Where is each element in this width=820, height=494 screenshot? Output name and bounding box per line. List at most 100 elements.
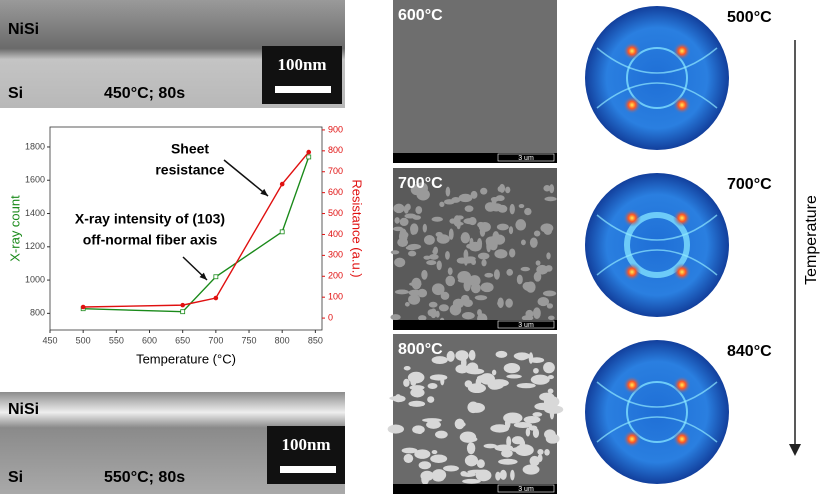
scale-bar bbox=[280, 466, 336, 473]
y-tick-label: 1000 bbox=[25, 274, 45, 284]
grain bbox=[460, 431, 476, 442]
grain bbox=[408, 294, 420, 304]
grain bbox=[395, 289, 409, 294]
grain bbox=[445, 251, 450, 260]
x-tick-label: 700 bbox=[208, 335, 223, 345]
grain bbox=[494, 269, 500, 279]
grain bbox=[536, 260, 541, 265]
grain bbox=[430, 374, 448, 380]
grain bbox=[461, 472, 476, 477]
grain bbox=[510, 204, 515, 215]
grain bbox=[467, 362, 478, 372]
grain bbox=[404, 366, 411, 370]
grain bbox=[497, 224, 509, 231]
grain bbox=[466, 244, 474, 249]
y2-tick-label: 600 bbox=[328, 187, 343, 197]
grain bbox=[462, 479, 481, 484]
y-tick-label: 1800 bbox=[25, 141, 45, 151]
grain bbox=[422, 418, 442, 422]
y2-tick-label: 200 bbox=[328, 271, 343, 281]
grain bbox=[549, 184, 554, 193]
grain bbox=[505, 298, 513, 307]
temp-label: 800°C bbox=[398, 341, 443, 358]
grain bbox=[404, 205, 409, 214]
point bbox=[214, 275, 218, 279]
spot bbox=[673, 96, 691, 114]
grain bbox=[459, 194, 473, 202]
y2-tick-label: 900 bbox=[328, 124, 343, 134]
grain bbox=[412, 278, 422, 290]
spot bbox=[623, 376, 641, 394]
annotation: resistance bbox=[155, 162, 224, 178]
y2-tick-label: 500 bbox=[328, 208, 343, 218]
x-axis-label: Temperature (°C) bbox=[136, 351, 236, 366]
point bbox=[307, 155, 311, 159]
grain bbox=[458, 278, 470, 283]
sem-image bbox=[393, 0, 557, 163]
grain bbox=[509, 248, 515, 257]
grain bbox=[543, 291, 556, 297]
grain bbox=[410, 223, 418, 234]
grain bbox=[419, 461, 431, 469]
grain bbox=[515, 219, 526, 230]
grain bbox=[517, 275, 523, 285]
plot-frame bbox=[50, 127, 322, 330]
grain bbox=[532, 412, 542, 417]
y2-tick-label: 800 bbox=[328, 145, 343, 155]
grain bbox=[445, 276, 455, 287]
grain bbox=[433, 476, 444, 481]
spot bbox=[623, 96, 641, 114]
grain bbox=[490, 203, 503, 211]
point bbox=[280, 230, 284, 234]
grain bbox=[476, 469, 492, 481]
grain bbox=[415, 206, 422, 214]
grain bbox=[453, 299, 464, 309]
annotation: off-normal fiber axis bbox=[83, 232, 218, 248]
pole-disc bbox=[585, 6, 729, 150]
grain bbox=[490, 424, 509, 432]
y2-tick-label: 400 bbox=[328, 229, 343, 239]
grain bbox=[521, 267, 530, 271]
grain bbox=[510, 470, 515, 481]
grain bbox=[435, 431, 448, 439]
condition-label: 550°C; 80s bbox=[104, 469, 185, 486]
grain bbox=[492, 370, 496, 376]
arrow-label: Temperature bbox=[803, 195, 820, 285]
point bbox=[306, 150, 311, 155]
grain bbox=[521, 240, 526, 246]
grain bbox=[533, 368, 539, 374]
grain bbox=[484, 273, 493, 278]
grain bbox=[393, 227, 403, 232]
grain bbox=[494, 249, 507, 258]
x-tick-label: 550 bbox=[109, 335, 124, 345]
grain bbox=[400, 218, 409, 226]
grain bbox=[471, 283, 481, 293]
spot bbox=[673, 42, 691, 60]
grain bbox=[539, 393, 554, 401]
x-tick-label: 750 bbox=[242, 335, 257, 345]
grain bbox=[394, 258, 405, 268]
grain bbox=[432, 450, 438, 454]
grain bbox=[496, 351, 508, 358]
temp-label: 600°C bbox=[398, 7, 443, 24]
grain bbox=[504, 363, 520, 373]
grain bbox=[410, 380, 416, 386]
grain bbox=[526, 428, 530, 437]
grain bbox=[523, 464, 540, 474]
grain bbox=[533, 307, 541, 319]
grain bbox=[505, 187, 510, 194]
grain bbox=[503, 412, 522, 423]
temp-label: 840°C bbox=[727, 343, 772, 360]
grain bbox=[534, 230, 540, 236]
grain bbox=[545, 265, 552, 272]
spot bbox=[623, 430, 641, 448]
point bbox=[280, 182, 285, 187]
grain bbox=[444, 199, 455, 204]
grain bbox=[498, 459, 517, 465]
temp-label: 700°C bbox=[398, 175, 443, 192]
grain bbox=[548, 316, 555, 320]
y2-tick-label: 100 bbox=[328, 292, 343, 302]
annotation-arrow bbox=[224, 160, 268, 196]
y-tick-label: 800 bbox=[30, 308, 45, 318]
grain bbox=[406, 246, 418, 251]
